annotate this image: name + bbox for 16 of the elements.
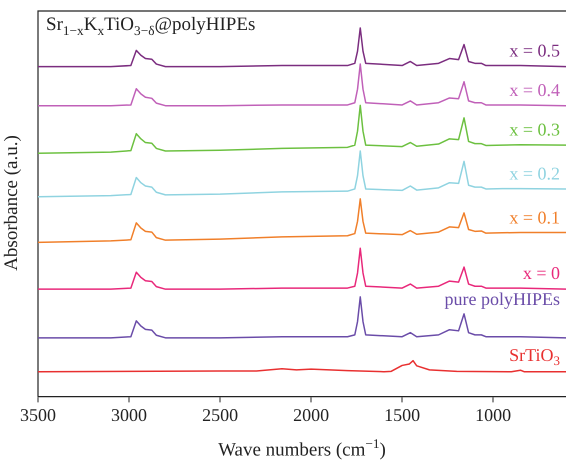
series-label: x = 0.1 (509, 207, 560, 228)
series-label: x = 0 (522, 263, 560, 284)
series-label: x = 0.3 (509, 120, 560, 140)
series-label: pure polyHIPEs (444, 288, 560, 309)
x-tick-label: 2000 (293, 404, 330, 425)
x-tick-label: 3000 (111, 404, 148, 425)
series-label: x = 0.5 (509, 40, 560, 61)
series-label: x = 0.2 (509, 164, 560, 184)
x-tick-label: 1500 (384, 404, 420, 425)
chart-title: Sr$_{1−x}$K$_{x}$TiO$_{3−δ}$@polyHIPEs (46, 14, 256, 39)
series-label: x = 0.4 (509, 80, 560, 100)
x-axis-title: Wave numbers (cm$^{−1}$) (217, 436, 387, 462)
x-tick-label: 2500 (202, 404, 238, 425)
x-tick-label: 1000 (475, 404, 512, 425)
x-tick-label: 3500 (20, 404, 56, 425)
y-axis-title: Absorbance (a.u.) (1, 134, 23, 273)
